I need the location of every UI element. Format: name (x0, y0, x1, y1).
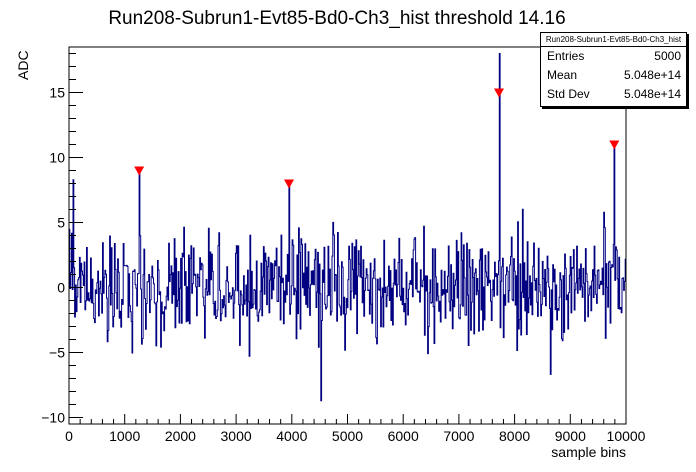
x-tick-label: 2000 (165, 428, 196, 444)
stats-row-mean: Mean 5.048e+14 (541, 66, 686, 85)
y-tick-label: 0 (57, 280, 65, 296)
x-tick-label: 9000 (555, 428, 586, 444)
x-tick-label: 4000 (276, 428, 307, 444)
series-layer (69, 53, 627, 402)
peak-markers (134, 88, 620, 189)
y-tick-label: 15 (49, 85, 65, 101)
x-tick-label: 8000 (499, 428, 530, 444)
y-tick-label: 5 (57, 215, 65, 231)
peak-marker-1 (134, 166, 145, 176)
y-tick-label: −5 (49, 345, 65, 361)
mean-value: 5.048e+14 (623, 68, 681, 82)
chart-title: Run208-Subrun1-Evt85-Bd0-Ch3_hist thresh… (108, 8, 565, 29)
stats-title: Run208-Subrun1-Evt85-Bd0-Ch3_hist (541, 33, 686, 47)
std-label: Std Dev (547, 87, 590, 101)
entries-label: Entries (547, 49, 585, 63)
x-tick-label: 5000 (332, 428, 363, 444)
x-tick-label: 0 (65, 428, 73, 444)
y-axis-label: ADC (15, 50, 31, 80)
x-tick-label: 6000 (388, 428, 419, 444)
stats-row-entries: Entries 5000 (541, 47, 686, 66)
peak-marker-2 (284, 179, 295, 189)
stats-row-std: Std Dev 5.048e+14 (541, 85, 686, 104)
mean-label: Mean (547, 68, 578, 82)
stats-box: Run208-Subrun1-Evt85-Bd0-Ch3_hist Entrie… (540, 32, 687, 107)
peak-marker-4 (609, 140, 620, 150)
x-tick-label: 7000 (443, 428, 474, 444)
y-tick-label: 10 (49, 150, 65, 166)
std-value: 5.048e+14 (623, 87, 681, 101)
x-tick-label: 10000 (607, 428, 646, 444)
entries-value: 5000 (654, 49, 681, 63)
x-tick-label: 1000 (109, 428, 140, 444)
signal-trace (69, 53, 627, 402)
y-tick-label: −10 (41, 410, 65, 426)
peak-marker-3 (494, 88, 505, 98)
x-axis-label: sample bins (551, 444, 626, 460)
axes: 0 1000 2000 3000 4000 5000 6000 7000 8000 9000 100… (41, 53, 646, 444)
x-tick-label: 3000 (221, 428, 252, 444)
